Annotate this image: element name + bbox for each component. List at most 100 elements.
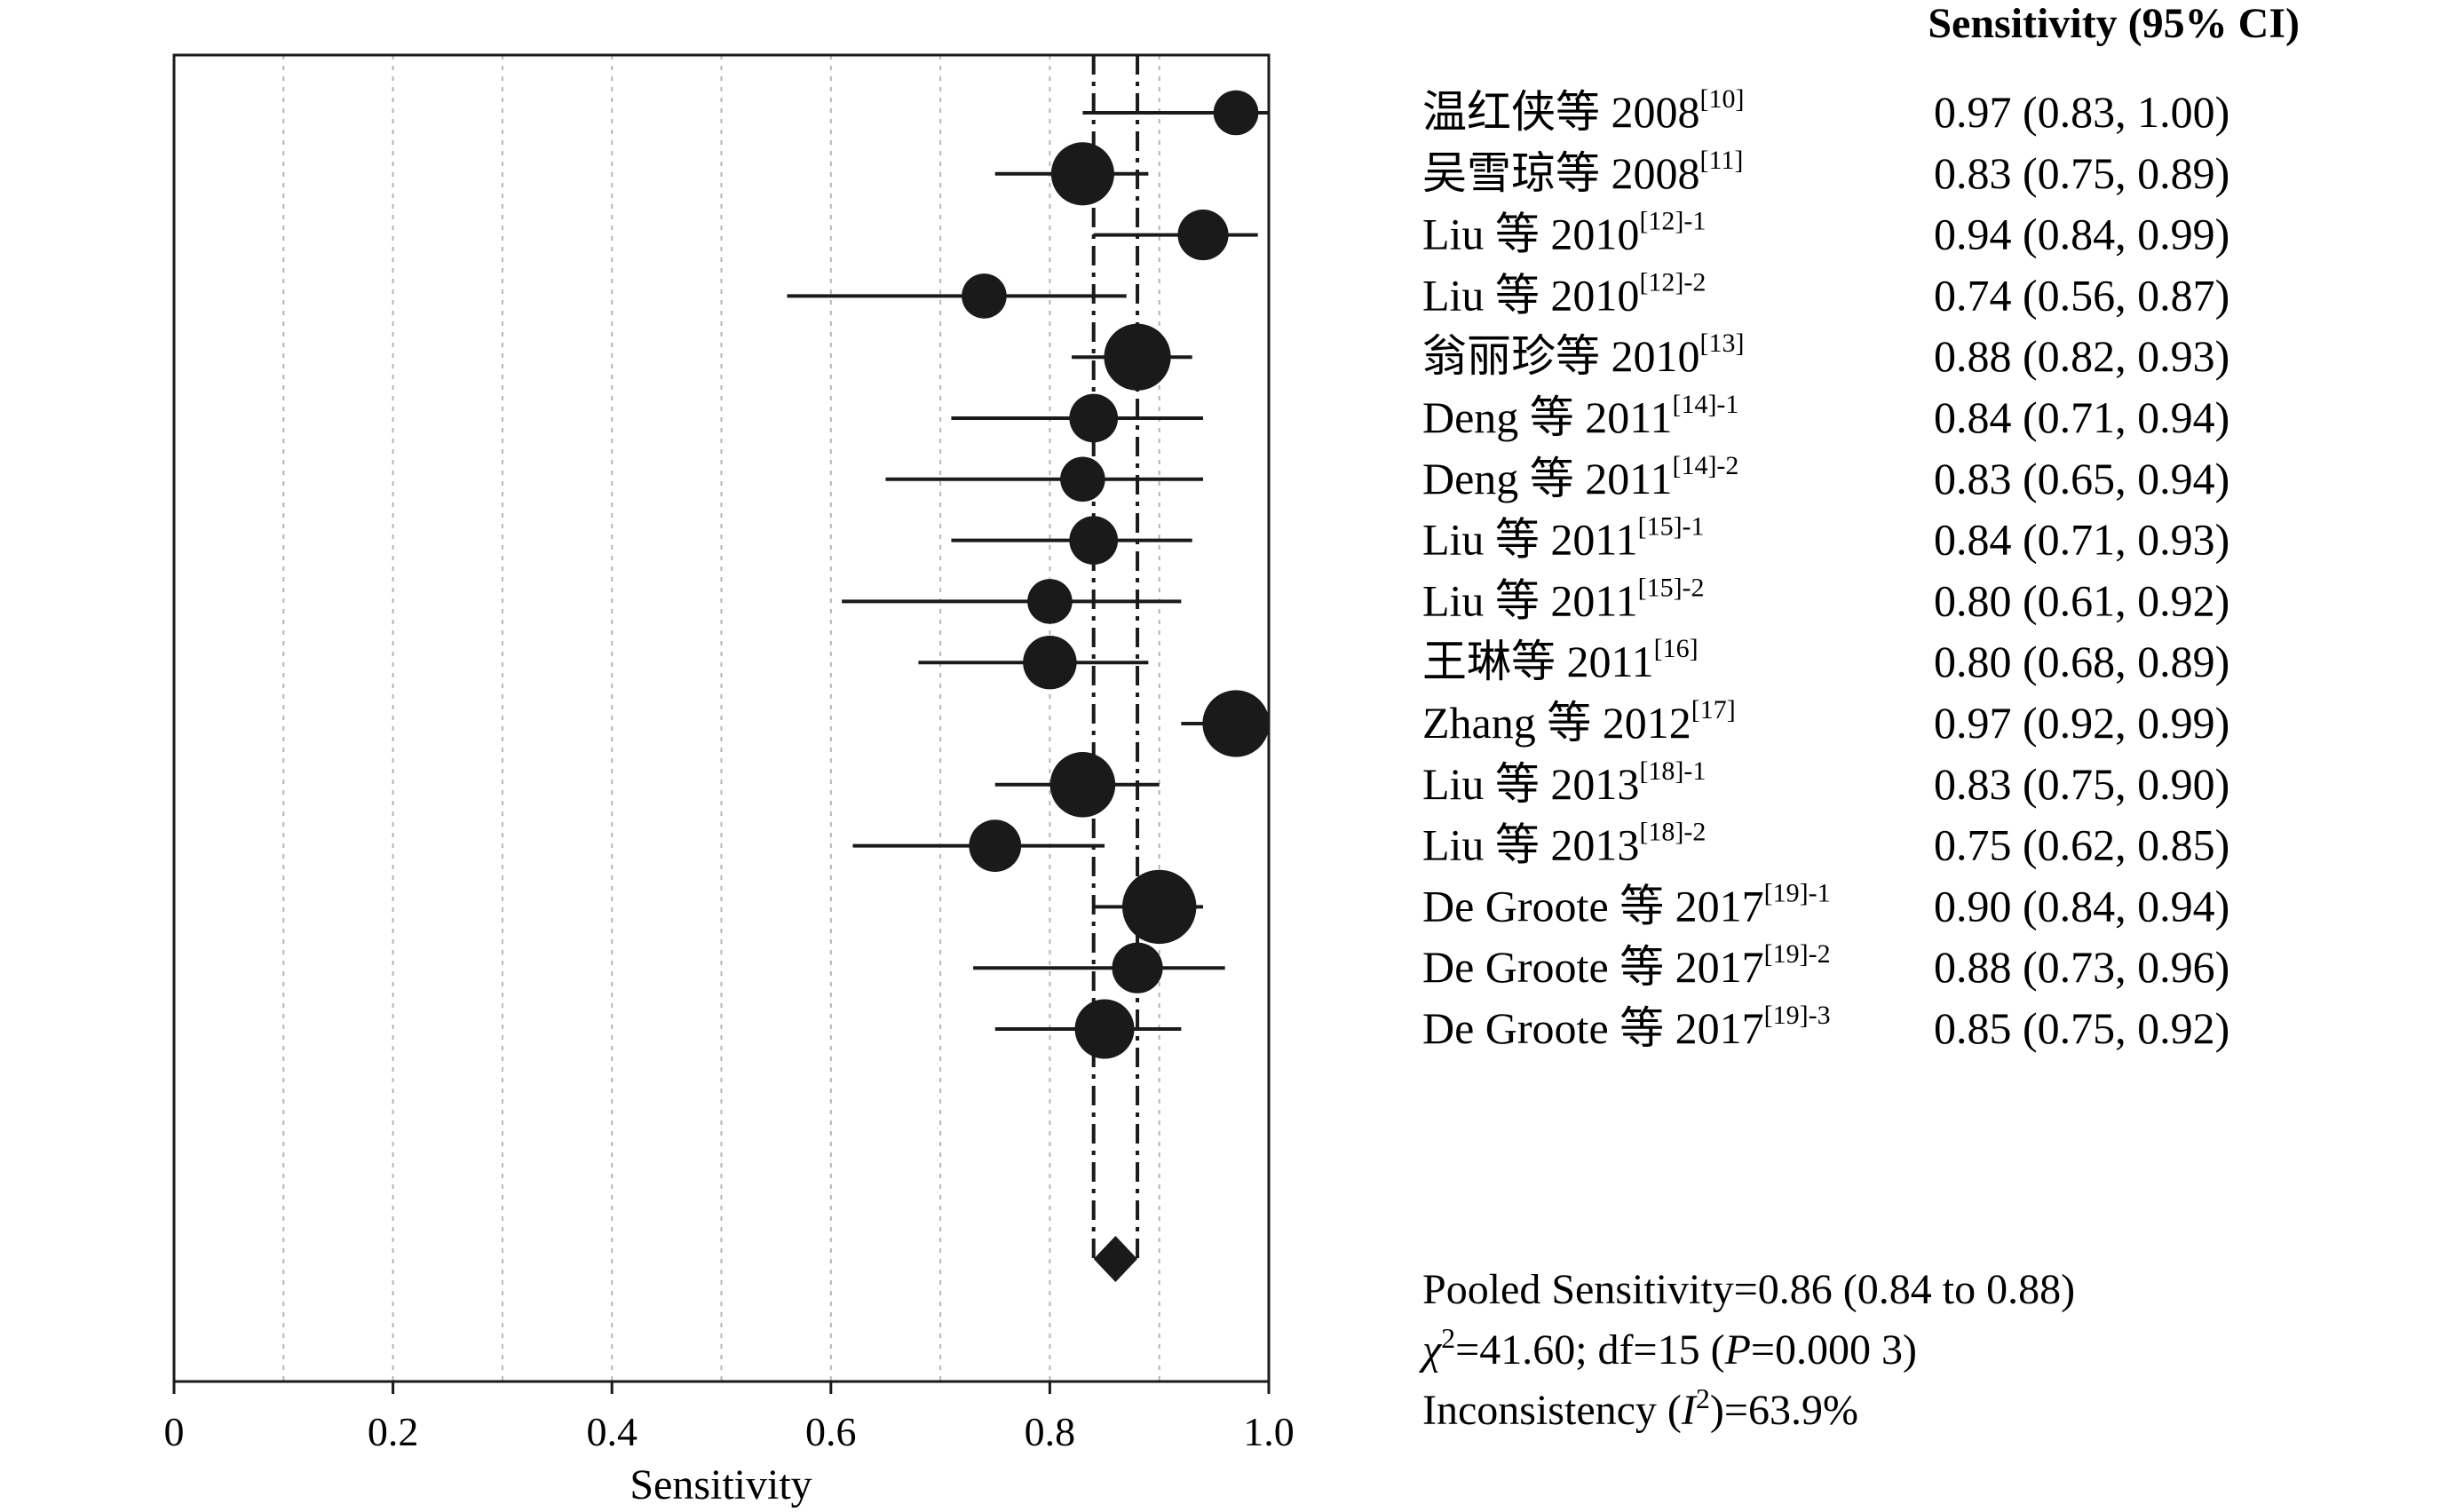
study-label: 王琳等 2011[16] xyxy=(1422,634,1699,686)
study-ci-text: 0.75 (0.62, 0.85) xyxy=(1934,820,2229,870)
study-point xyxy=(1213,90,1259,136)
x-tick-label: 0.6 xyxy=(805,1409,857,1454)
study-ref: [14]-2 xyxy=(1672,451,1738,480)
study-label: Liu 等 2011[15]-2 xyxy=(1422,573,1705,625)
study-label: Liu 等 2010[12]-1 xyxy=(1422,207,1706,259)
study-ci-text: 0.85 (0.75, 0.92) xyxy=(1934,1003,2229,1053)
study-ref: [18]-2 xyxy=(1639,818,1706,847)
study-label: De Groote 等 2017[19]-3 xyxy=(1422,1001,1831,1053)
study-name: Liu 等 2013 xyxy=(1422,759,1639,809)
pooled-diamond xyxy=(1093,1236,1138,1282)
study-point xyxy=(1027,579,1073,624)
pooled-diamond-group xyxy=(1093,1236,1138,1282)
study-ci-text: 0.88 (0.73, 0.96) xyxy=(1934,942,2229,992)
study-ref: [11] xyxy=(1700,146,1744,175)
study-ci-text: 0.80 (0.68, 0.89) xyxy=(1934,637,2229,686)
study-point xyxy=(1069,516,1119,565)
study-point xyxy=(1104,323,1171,391)
x-tick-label: 0.8 xyxy=(1025,1409,1076,1454)
x-axis-tick-labels: 0 0.2 0.4 0.6 0.8 1.0 xyxy=(164,1409,1295,1454)
study-name: De Groote 等 2017 xyxy=(1422,881,1764,930)
study-ci-texts: 0.97 (0.83, 1.00) 0.83 (0.75, 0.89) 0.94 (… xyxy=(1934,87,2229,1053)
study-point xyxy=(1202,690,1270,757)
study-label: Zhang 等 2012[17] xyxy=(1422,695,1736,748)
study-point xyxy=(1112,942,1163,993)
inconsistency-value: )=63.9% xyxy=(1710,1387,1858,1434)
study-ref: [19]-2 xyxy=(1764,939,1831,969)
inconsistency-prefix: Inconsistency ( xyxy=(1422,1387,1682,1434)
study-label: De Groote 等 2017[19]-2 xyxy=(1422,939,1831,992)
study-label: De Groote 等 2017[19]-1 xyxy=(1422,878,1831,930)
study-ci-text: 0.90 (0.84, 0.94) xyxy=(1934,881,2229,930)
study-ref: [17] xyxy=(1691,695,1736,724)
pooled-ci-lines xyxy=(1091,55,1140,1261)
x-tick-label: 0.2 xyxy=(368,1409,419,1454)
study-ref: [14]-1 xyxy=(1672,390,1738,419)
i-symbol: I xyxy=(1681,1387,1698,1434)
chi-superscript: 2 xyxy=(1441,1322,1455,1354)
study-name: Zhang 等 2012 xyxy=(1422,698,1691,748)
study-point xyxy=(1122,869,1197,945)
study-ci-text: 0.83 (0.75, 0.89) xyxy=(1934,148,2229,198)
study-label: Liu 等 2011[15]-1 xyxy=(1422,512,1705,565)
study-ci-text: 0.94 (0.84, 0.99) xyxy=(1934,210,2229,259)
study-ref: [15]-2 xyxy=(1638,573,1705,602)
study-label: Liu 等 2010[12]-2 xyxy=(1422,267,1706,320)
study-point xyxy=(969,819,1022,872)
study-ref: [15]-1 xyxy=(1638,512,1705,542)
x-axis-label: Sensitivity xyxy=(630,1461,812,1508)
study-labels: 温红侠等 2008[10]吴雪琼等 2008[11]Liu 等 2010[12]… xyxy=(1422,84,1831,1053)
study-point xyxy=(1177,210,1229,261)
study-ref: [18]-1 xyxy=(1639,756,1706,786)
heterogeneity-text: χ2=41.60; df=15 (P=0.000 3) xyxy=(1419,1322,1917,1373)
i-superscript: 2 xyxy=(1696,1382,1710,1414)
study-point xyxy=(962,273,1007,319)
x-axis-ticks xyxy=(172,1381,1271,1394)
study-ref: [12]-2 xyxy=(1639,267,1706,297)
study-name: De Groote 等 2017 xyxy=(1422,942,1764,992)
x-tick-label: 0 xyxy=(164,1409,185,1454)
p-value: =0.000 3) xyxy=(1751,1326,1917,1373)
study-name: 王琳等 2011 xyxy=(1422,637,1654,686)
study-name: Deng 等 2011 xyxy=(1422,454,1672,503)
study-name: Liu 等 2011 xyxy=(1422,515,1638,565)
ci-column-header: Sensitivity (95% CI) xyxy=(1928,0,2300,47)
study-ref: [13] xyxy=(1700,329,1745,358)
study-ci-text: 0.83 (0.65, 0.94) xyxy=(1934,454,2229,503)
study-ci-text: 0.83 (0.75, 0.90) xyxy=(1934,759,2229,809)
study-label: Deng 等 2011[14]-1 xyxy=(1422,390,1738,442)
study-name: De Groote 等 2017 xyxy=(1422,1003,1764,1053)
x-tick-label: 0.4 xyxy=(586,1409,637,1454)
study-name: 温红侠等 2008 xyxy=(1422,87,1700,137)
study-label: Liu 等 2013[18]-2 xyxy=(1422,818,1706,870)
study-ref: [16] xyxy=(1654,634,1699,663)
study-point xyxy=(1060,456,1105,503)
study-point xyxy=(1049,752,1116,818)
study-label: Liu 等 2013[18]-1 xyxy=(1422,756,1706,809)
study-ref: [19]-3 xyxy=(1764,1001,1831,1030)
study-ci-text: 0.97 (0.83, 1.00) xyxy=(1934,87,2229,137)
grid-lines xyxy=(282,55,1160,1381)
chi-symbol: χ xyxy=(1419,1326,1443,1373)
study-name: Liu 等 2010 xyxy=(1422,270,1639,320)
study-point xyxy=(1050,142,1114,206)
study-ci-text: 0.88 (0.82, 0.93) xyxy=(1934,331,2229,381)
pooled-sensitivity-text: Pooled Sensitivity=0.86 (0.84 to 0.88) xyxy=(1422,1266,2075,1313)
study-ref: [19]-1 xyxy=(1764,878,1831,907)
study-ci-text: 0.84 (0.71, 0.94) xyxy=(1934,392,2229,442)
study-label: 翁丽珍等 2010[13] xyxy=(1422,329,1744,381)
study-ref: [12]-1 xyxy=(1639,207,1706,236)
study-ci-text: 0.97 (0.92, 0.99) xyxy=(1934,698,2229,748)
study-ci-text: 0.84 (0.71, 0.93) xyxy=(1934,515,2229,565)
study-name: 翁丽珍等 2010 xyxy=(1422,331,1700,381)
study-point xyxy=(1074,999,1135,1059)
p-symbol: P xyxy=(1724,1326,1751,1373)
study-name: Liu 等 2010 xyxy=(1422,210,1639,259)
inconsistency-text: Inconsistency (I2)=63.9% xyxy=(1422,1382,1858,1434)
study-name: Liu 等 2013 xyxy=(1422,820,1639,870)
study-label: Deng 等 2011[14]-2 xyxy=(1422,451,1738,503)
study-ci-text: 0.80 (0.61, 0.92) xyxy=(1934,575,2229,625)
study-name: 吴雪琼等 2008 xyxy=(1422,148,1700,198)
x-tick-label: 1.0 xyxy=(1243,1409,1295,1454)
